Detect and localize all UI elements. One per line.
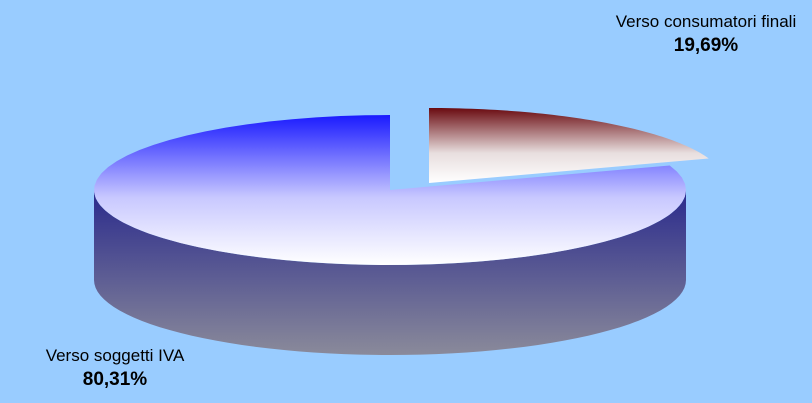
slice-name-consumatori-finali: Verso consumatori finali [615,12,797,31]
slice-soggetti-iva [94,115,687,355]
slice-value-soggetti-iva: 80,31% [82,369,148,390]
slice-name-soggetti-iva: Verso soggetti IVA [45,346,185,365]
slice-value-consumatori-finali: 19,69% [673,35,739,56]
slice-label-consumatori-finali: Verso consumatori finali 19,69% [590,10,812,58]
slice-soggetti-iva-top [94,115,687,265]
slice-consumatori-finali-top [429,108,709,183]
slice-label-soggetti-iva: Verso soggetti IVA 80,31% [0,344,230,392]
slice-consumatori-finali [429,108,709,183]
slice-soggetti-iva-side [94,190,686,355]
